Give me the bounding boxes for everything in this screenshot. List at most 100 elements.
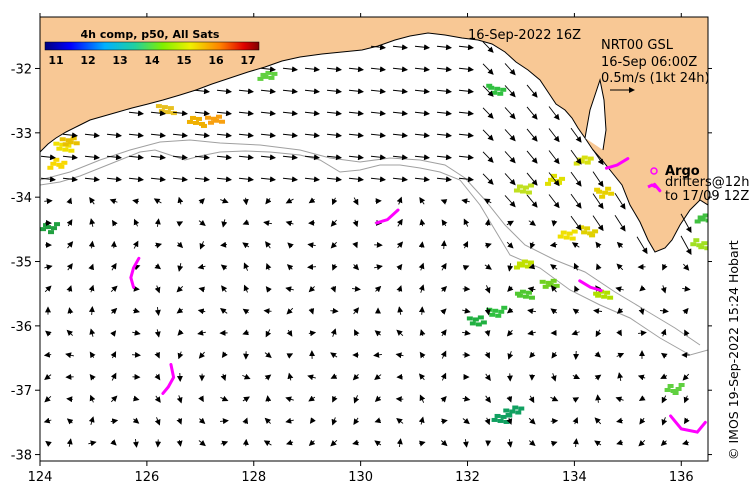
sst-pixel xyxy=(563,235,570,240)
current-arrow xyxy=(419,329,426,336)
current-arrow xyxy=(242,197,249,206)
current-arrow xyxy=(374,440,382,447)
current-arrow xyxy=(396,218,403,227)
current-arrow xyxy=(220,241,227,248)
current-arrow xyxy=(352,307,360,315)
current-arrow xyxy=(682,285,691,292)
sst-pixel xyxy=(211,116,218,121)
current-arrow xyxy=(66,263,73,271)
sst-pixel xyxy=(599,194,606,199)
current-arrow xyxy=(395,352,404,359)
current-arrow xyxy=(307,242,316,249)
x-tick-label: 130 xyxy=(348,470,373,485)
current-arrow xyxy=(570,149,582,165)
current-arrow xyxy=(614,214,626,232)
sst-pixel xyxy=(48,230,55,235)
current-arrow xyxy=(440,329,447,337)
sst-pixel xyxy=(195,116,202,121)
sst-pixel xyxy=(198,121,205,126)
current-arrow xyxy=(154,306,161,316)
current-arrow xyxy=(572,397,580,403)
current-arrow xyxy=(282,110,298,117)
current-arrow xyxy=(265,262,272,271)
sst-pixel xyxy=(158,109,165,114)
current-arrow xyxy=(40,154,56,161)
current-arrow xyxy=(326,66,342,73)
current-arrow xyxy=(352,439,359,446)
sst-pixel xyxy=(670,389,677,393)
current-arrow xyxy=(44,285,52,293)
current-arrow xyxy=(461,198,470,205)
current-arrow xyxy=(89,351,96,359)
current-arrow xyxy=(330,285,337,293)
current-arrow xyxy=(348,132,364,139)
current-arrow xyxy=(370,132,386,139)
current-arrow xyxy=(110,395,118,403)
current-arrow xyxy=(331,197,338,206)
current-arrow xyxy=(307,374,316,381)
current-arrow xyxy=(216,176,232,183)
current-arrow xyxy=(639,285,646,292)
current-arrow xyxy=(197,263,206,270)
current-arrow xyxy=(615,396,624,403)
argo-track xyxy=(129,256,141,289)
current-arrow xyxy=(287,242,294,249)
current-arrow xyxy=(177,351,184,360)
current-arrow xyxy=(110,262,117,271)
current-arrow xyxy=(616,307,624,314)
colorbar-tick-label: 15 xyxy=(176,54,191,67)
current-arrow xyxy=(592,149,604,166)
current-arrow xyxy=(436,132,452,139)
current-arrow xyxy=(370,88,386,95)
sst-pixel xyxy=(571,229,578,234)
sst-pixel xyxy=(566,231,573,236)
current-arrow xyxy=(110,372,117,381)
current-arrow xyxy=(88,240,95,249)
current-arrow xyxy=(62,132,78,139)
current-arrow xyxy=(332,395,338,403)
sst-pixel xyxy=(494,413,501,418)
current-arrow xyxy=(595,241,602,249)
current-arrow xyxy=(286,353,294,359)
current-arrow xyxy=(44,396,52,403)
current-arrow xyxy=(132,395,140,402)
current-arrow xyxy=(330,241,337,249)
current-arrow xyxy=(304,132,320,139)
current-arrow xyxy=(348,88,364,95)
current-arrow xyxy=(220,440,229,447)
current-arrow xyxy=(396,241,404,249)
current-arrow xyxy=(458,44,474,51)
current-arrow xyxy=(264,351,272,359)
current-arrow xyxy=(154,218,161,227)
current-arrow xyxy=(331,263,338,271)
current-arrow xyxy=(89,394,96,403)
current-arrow xyxy=(263,308,272,315)
current-arrow xyxy=(616,417,624,424)
current-arrow xyxy=(176,418,183,425)
current-arrow xyxy=(550,395,559,402)
current-arrow xyxy=(397,306,404,315)
current-arrow xyxy=(392,66,408,73)
current-arrow xyxy=(110,285,118,293)
sst-pixel xyxy=(189,115,196,120)
current-arrow xyxy=(616,439,623,446)
info-source: NRT00 GSL xyxy=(601,38,674,53)
current-arrow xyxy=(592,215,604,232)
sst-pixel xyxy=(51,226,58,231)
sst-pixel xyxy=(500,414,507,419)
current-arrow xyxy=(198,286,205,293)
sst-pixel xyxy=(667,384,674,388)
current-arrow xyxy=(88,416,95,425)
current-arrow xyxy=(352,241,358,249)
current-arrow xyxy=(458,154,474,161)
current-arrow xyxy=(154,242,163,249)
current-arrow xyxy=(550,418,559,425)
current-arrow xyxy=(458,132,474,139)
current-arrow xyxy=(132,307,140,314)
current-arrow xyxy=(680,213,692,233)
sst-pixel xyxy=(516,261,523,266)
current-arrow xyxy=(198,440,206,447)
current-arrow xyxy=(484,417,491,426)
current-arrow xyxy=(572,308,580,315)
sst-pixel xyxy=(518,406,525,411)
